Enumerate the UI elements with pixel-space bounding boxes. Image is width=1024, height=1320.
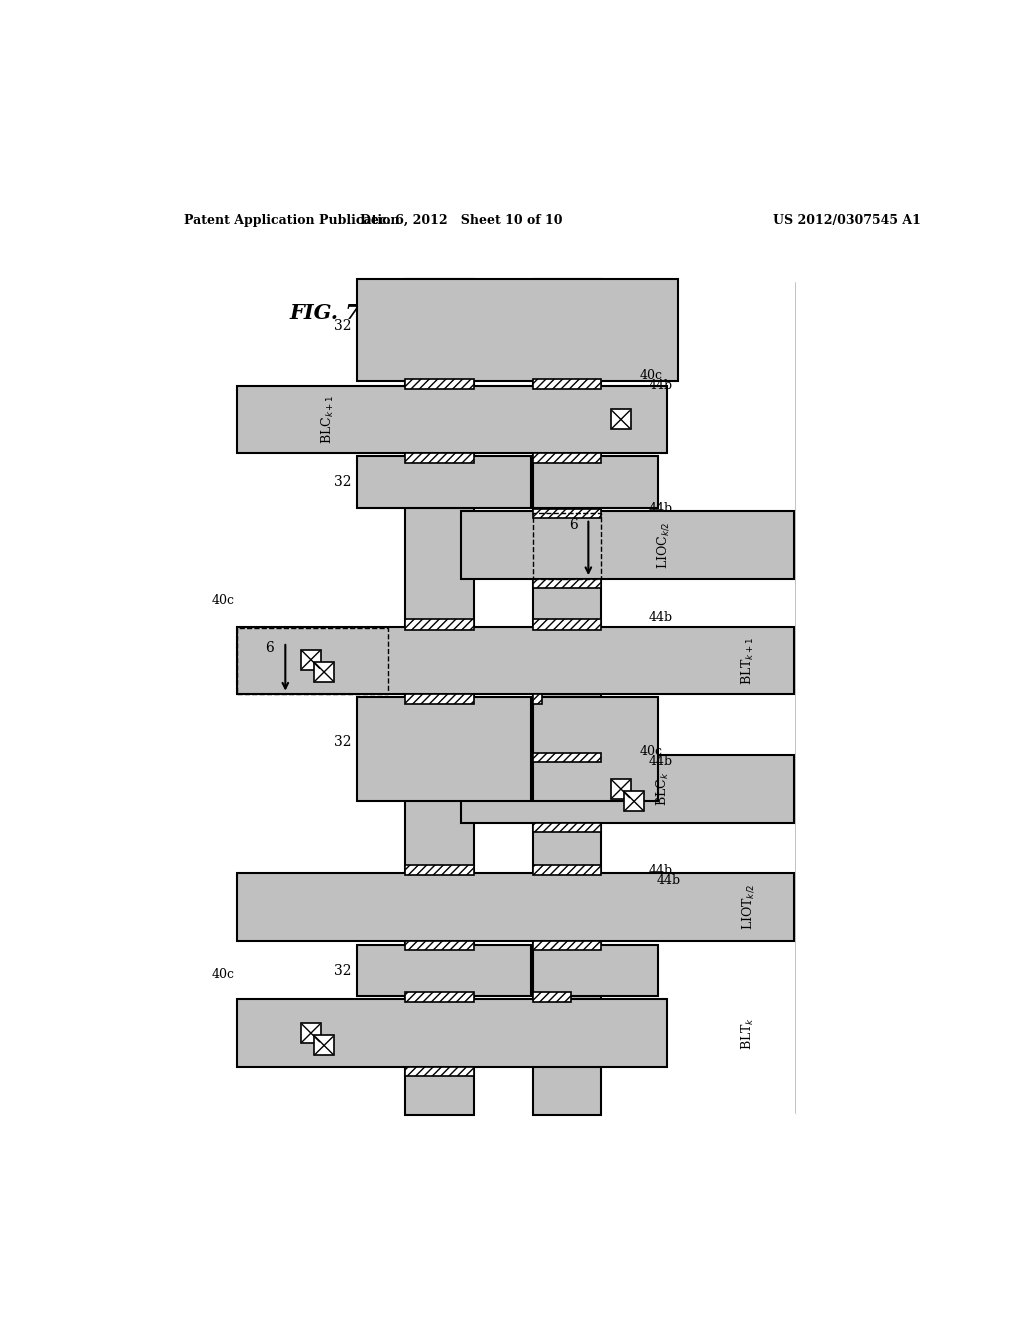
Text: 32: 32 — [334, 319, 351, 333]
Bar — [406, 619, 474, 630]
Bar — [532, 694, 542, 704]
Text: Dec. 6, 2012   Sheet 10 of 10: Dec. 6, 2012 Sheet 10 of 10 — [360, 214, 562, 227]
Text: 6: 6 — [265, 642, 273, 655]
Text: 44b: 44b — [649, 502, 673, 515]
Bar — [301, 649, 321, 669]
Text: BLC$_{k+1}$: BLC$_{k+1}$ — [321, 395, 336, 445]
Text: 40c: 40c — [640, 744, 663, 758]
Bar — [532, 752, 601, 762]
Bar — [461, 511, 794, 579]
Text: LIOT$_{k/2}$: LIOT$_{k/2}$ — [740, 883, 756, 931]
Bar — [406, 941, 474, 950]
Bar — [406, 453, 474, 462]
Bar — [532, 280, 601, 1114]
Bar — [532, 822, 601, 832]
Text: BLT$_{k}$: BLT$_{k}$ — [740, 1016, 757, 1049]
Bar — [406, 1067, 474, 1076]
Bar — [406, 694, 474, 704]
Bar — [301, 1023, 321, 1043]
Bar — [314, 663, 334, 682]
Bar — [238, 627, 794, 694]
Text: 44b: 44b — [649, 865, 673, 878]
Text: LIOC$_{k/2}$: LIOC$_{k/2}$ — [655, 521, 671, 569]
Bar — [238, 999, 668, 1067]
Text: 40c: 40c — [212, 594, 234, 607]
Bar — [611, 409, 631, 429]
Text: 44b: 44b — [656, 874, 681, 887]
Bar — [532, 945, 658, 997]
Text: FIG. 7c: FIG. 7c — [289, 304, 373, 323]
Bar — [532, 455, 658, 508]
Bar — [461, 755, 794, 822]
Bar — [238, 385, 668, 453]
Text: 44b: 44b — [649, 611, 673, 624]
Bar — [532, 512, 601, 579]
Bar — [356, 455, 531, 508]
Bar — [532, 508, 601, 517]
Text: 32: 32 — [334, 735, 351, 748]
Bar — [406, 379, 474, 389]
Bar — [611, 779, 631, 799]
Bar — [406, 280, 474, 1114]
Bar — [356, 945, 531, 997]
Bar — [532, 866, 601, 875]
Bar — [532, 453, 601, 462]
Text: Patent Application Publication: Patent Application Publication — [183, 214, 399, 227]
Bar — [406, 991, 474, 1002]
Text: 40c: 40c — [212, 968, 234, 981]
Bar — [532, 579, 601, 589]
Bar — [532, 941, 601, 950]
Text: 44b: 44b — [649, 755, 673, 768]
Bar — [406, 866, 474, 875]
Text: 32: 32 — [334, 475, 351, 488]
Text: 44b: 44b — [649, 379, 673, 392]
Bar — [356, 697, 531, 801]
Bar — [532, 697, 658, 801]
Bar — [532, 379, 601, 389]
Text: BLT$_{k+1}$: BLT$_{k+1}$ — [740, 636, 757, 685]
Text: 6: 6 — [568, 517, 578, 532]
Bar — [238, 628, 388, 694]
Bar — [532, 991, 571, 1002]
Text: US 2012/0307545 A1: US 2012/0307545 A1 — [773, 214, 922, 227]
Text: 40c: 40c — [640, 370, 663, 381]
Bar — [356, 280, 678, 381]
Text: 32: 32 — [334, 964, 351, 978]
Bar — [314, 1035, 334, 1056]
Bar — [624, 792, 644, 812]
Text: BLC$_{k}$: BLC$_{k}$ — [655, 772, 671, 807]
Bar — [532, 619, 601, 630]
Bar — [238, 873, 794, 941]
